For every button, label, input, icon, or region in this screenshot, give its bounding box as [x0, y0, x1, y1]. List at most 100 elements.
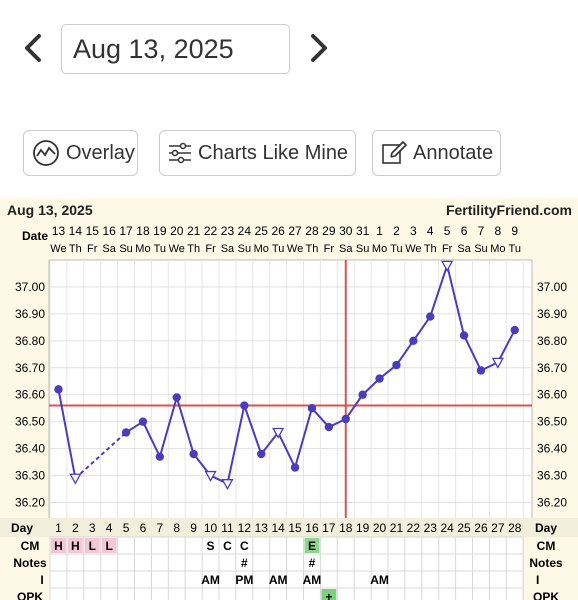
next-date-button[interactable] [301, 28, 337, 72]
cm-cell-fill [84, 538, 100, 553]
day-row-bg [0, 518, 578, 537]
date-number: 21 [187, 224, 201, 238]
date-number: 22 [204, 224, 218, 238]
opk-row-label-right: OPK [533, 590, 559, 600]
weekday-label: We [169, 243, 185, 255]
date-number: 23 [221, 224, 235, 238]
day-number: 19 [356, 521, 370, 535]
day-number: 25 [457, 521, 471, 535]
date-number: 27 [288, 224, 302, 238]
date-row-label: Date [22, 229, 48, 243]
plot-area [48, 259, 533, 521]
day-number: 13 [255, 521, 269, 535]
day-number: 4 [106, 521, 113, 535]
opk-cell-value: + [325, 590, 332, 600]
day-number: 27 [491, 521, 505, 535]
discarded-temperature-point [204, 470, 217, 482]
weekday-label: We [50, 243, 66, 255]
temperature-point [290, 463, 300, 472]
weekday-label: Tu [272, 243, 284, 255]
cm-cell-fill [51, 538, 66, 553]
cm-row-label: CM [21, 539, 40, 553]
charts-like-mine-button[interactable]: Charts Like Mine [159, 130, 356, 176]
date-number: 15 [86, 224, 100, 238]
discarded-temperature-point [69, 473, 82, 485]
y-tick-label-right: 36.70 [537, 361, 567, 375]
weekday-label: Mo [254, 243, 269, 255]
brand-label: FertilityFriend.com [445, 202, 572, 218]
temperature-point [324, 422, 334, 432]
weekday-label: Sa [102, 243, 116, 255]
cm-cell-fill [67, 538, 83, 553]
annotate-label: Annotate [413, 141, 494, 164]
notes-row-label: Notes [13, 556, 47, 570]
day-number: 12 [238, 521, 252, 535]
cm-cell-fill [304, 538, 320, 553]
temperature-point [459, 331, 469, 340]
temperature-line-segment [311, 407, 330, 428]
day-number: 21 [390, 521, 404, 535]
weekday-label: Tu [390, 243, 402, 255]
temperature-point [358, 390, 367, 399]
day-number: 15 [288, 521, 302, 535]
y-tick-label-right: 36.90 [537, 307, 567, 321]
day-number: 7 [157, 521, 164, 535]
y-tick-label-left: 36.90 [15, 307, 45, 321]
chevron-left-icon [22, 33, 44, 68]
day-number: 5 [123, 521, 130, 535]
edit-icon [381, 140, 407, 166]
day-number: 18 [339, 521, 353, 535]
date-number: 13 [52, 224, 66, 238]
charts-like-mine-label: Charts Like Mine [198, 141, 349, 164]
weekday-label: We [287, 243, 303, 255]
y-tick-label-left: 36.60 [15, 388, 45, 402]
overlay-button[interactable]: Overlay [23, 130, 138, 176]
intercourse-row-label: I [40, 573, 43, 587]
weekday-label: Mo [490, 243, 505, 255]
day-number: 6 [140, 521, 147, 535]
annotate-button[interactable]: Annotate [372, 130, 501, 176]
date-number: 24 [238, 224, 252, 238]
y-tick-label-left: 36.30 [15, 469, 45, 483]
y-tick-label-left: 36.20 [15, 496, 45, 510]
temperature-point [409, 336, 418, 346]
notes-row-label-right: Notes [529, 556, 563, 570]
weekday-label: Fr [87, 243, 98, 255]
day-number: 2 [72, 521, 79, 535]
temperature-line-segment [142, 421, 161, 458]
temperature-point [510, 325, 519, 335]
date-number: 16 [102, 224, 116, 238]
previous-date-button[interactable] [15, 28, 51, 72]
temperature-point [155, 452, 165, 461]
weekday-label: Su [238, 243, 251, 255]
temperature-point [426, 312, 435, 321]
temperature-line-segment [463, 335, 482, 371]
weekday-label: Su [474, 243, 487, 255]
temperature-line-segment [226, 405, 246, 484]
date-number: 29 [322, 224, 336, 238]
day-number: 11 [221, 521, 234, 535]
weekday-label: Fr [205, 243, 216, 255]
date-number: 20 [170, 224, 184, 238]
day-number: 17 [322, 521, 336, 535]
y-tick-label-right: 36.40 [537, 442, 567, 456]
date-number: 6 [461, 224, 468, 238]
weekday-label: Th [306, 243, 319, 255]
day-row-label: Day [11, 521, 33, 535]
date-number: 17 [119, 224, 133, 238]
y-tick-label-left: 36.70 [15, 361, 45, 375]
cm-cell-value: C [223, 539, 232, 553]
temperature-line-segment [260, 431, 279, 455]
date-number: 9 [511, 224, 518, 238]
weekday-label: Mo [135, 243, 150, 255]
date-field[interactable]: Aug 13, 2025 [61, 24, 290, 74]
discarded-temperature-point [491, 357, 504, 369]
intercourse-cell-value: AM [370, 573, 389, 587]
cm-cell-value: S [207, 539, 215, 553]
temperature-line-segment [74, 431, 127, 480]
temperature-point [257, 449, 266, 459]
discarded-temperature-point [441, 260, 454, 272]
weekday-label: Su [356, 243, 369, 255]
temperature-point [375, 374, 384, 383]
temperature-line-segment [344, 394, 364, 420]
